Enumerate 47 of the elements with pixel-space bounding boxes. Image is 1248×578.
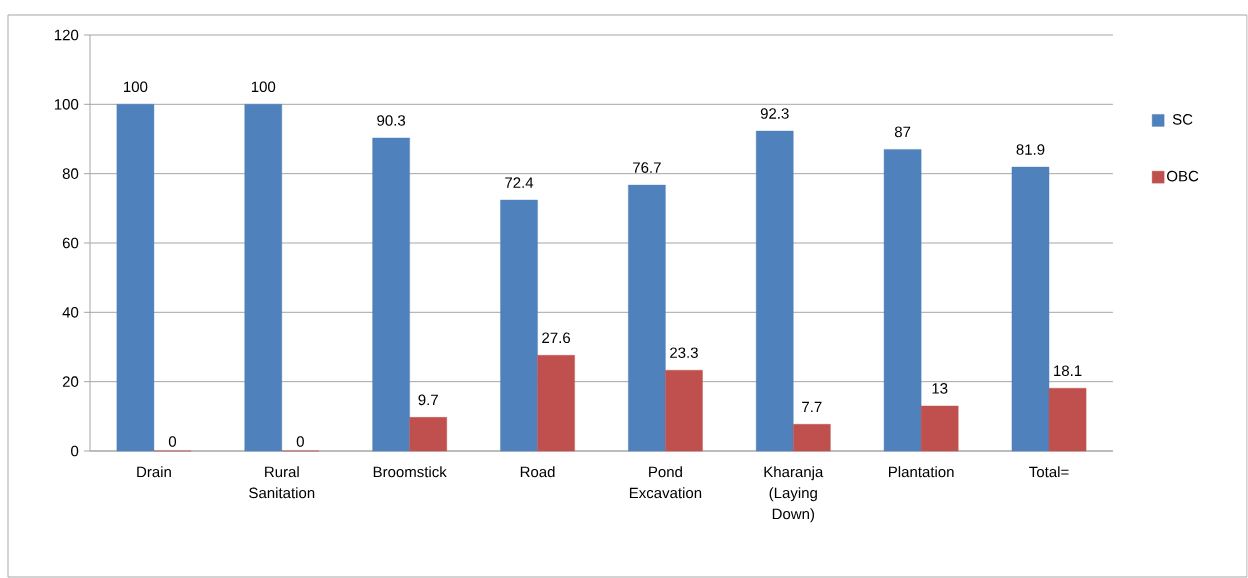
data-label: 9.7 xyxy=(418,394,438,406)
bar xyxy=(1048,388,1087,452)
data-label: 76.7 xyxy=(633,162,661,173)
x-tick-label: Plantation xyxy=(889,466,954,478)
data-label: 0 xyxy=(296,436,304,447)
x-tick-label: Total= xyxy=(1029,466,1069,478)
x-tick-label: Pond Excavation xyxy=(629,466,702,499)
y-tick-label: 20 xyxy=(62,376,79,387)
x-tick-label: Rural Sanitation xyxy=(249,466,315,499)
data-label: 90.3 xyxy=(377,115,406,126)
y-tick-label: 120 xyxy=(54,29,79,41)
bar xyxy=(1011,166,1050,452)
x-tick-label: Broomstick xyxy=(373,466,447,478)
bar xyxy=(372,137,410,452)
bar xyxy=(793,424,831,452)
data-label: 7.7 xyxy=(802,401,822,413)
y-tick-label: 0 xyxy=(71,445,79,457)
bar xyxy=(500,199,538,452)
x-tick-label: Drain xyxy=(137,466,171,478)
bar xyxy=(537,355,575,452)
legend-label: OBC xyxy=(1167,170,1199,182)
bar xyxy=(756,130,794,452)
bar xyxy=(883,149,922,452)
bar xyxy=(665,370,703,452)
bar xyxy=(116,104,155,452)
data-label: 27.6 xyxy=(542,332,571,344)
data-label: 23.3 xyxy=(670,347,698,359)
data-label: 100 xyxy=(124,81,148,93)
x-tick-label: Road xyxy=(520,466,555,478)
legend-label: SC xyxy=(1172,114,1193,125)
data-label: 92.3 xyxy=(760,108,789,119)
y-tick-label: 60 xyxy=(62,237,79,249)
bar xyxy=(244,104,283,452)
data-label: 81.9 xyxy=(1016,144,1045,155)
y-tick-label: 40 xyxy=(62,307,79,318)
y-tick-label: 100 xyxy=(54,99,79,110)
data-label: 13 xyxy=(932,383,948,394)
data-label: 18.1 xyxy=(1054,365,1082,377)
bar xyxy=(409,417,447,452)
y-tick-label: 80 xyxy=(62,168,79,179)
data-label: 72.4 xyxy=(505,177,534,188)
x-tick-label: Kharanja (Laying Down) xyxy=(764,466,824,523)
bar xyxy=(920,405,959,452)
data-label: 0 xyxy=(168,436,177,447)
bar xyxy=(628,184,666,452)
data-label: 87 xyxy=(894,126,911,138)
data-label: 100 xyxy=(251,81,276,93)
